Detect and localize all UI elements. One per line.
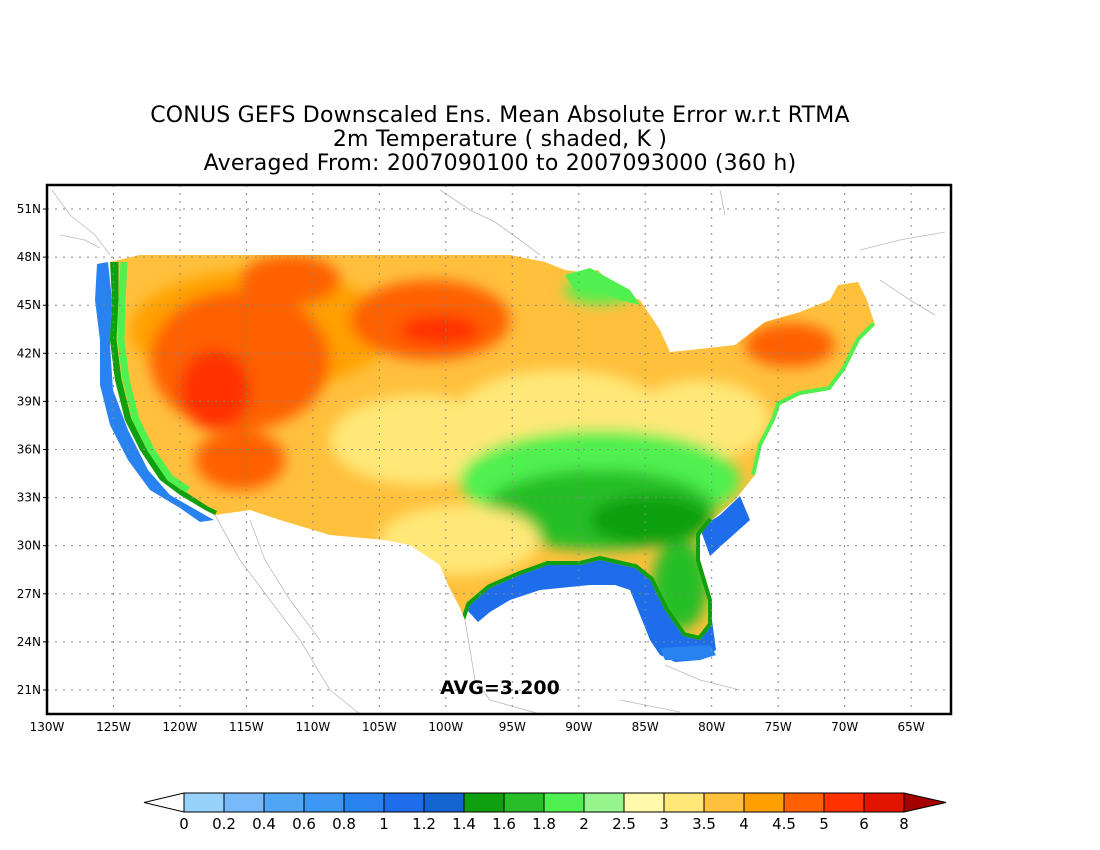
lon-tick-label: 70W <box>831 720 858 734</box>
latitude-labels: 51N 48N 45N 42N 39N 36N 33N 30N 27N 24N 21N <box>17 202 47 697</box>
title-line-3: Averaged From: 2007090100 to 2007093000 … <box>203 151 797 176</box>
colorbar-label: 0.4 <box>252 815 276 833</box>
atlantic-ocean-band <box>700 496 750 556</box>
gulf-coast-green-fringe <box>461 517 716 640</box>
midwest-yellow-zone <box>460 370 660 450</box>
graticule-grid <box>46 185 951 714</box>
lat-tick-label: 30N <box>17 539 41 553</box>
colorbar-swatch <box>583 792 625 813</box>
colorbar-swatch <box>663 792 705 813</box>
colorbar-label: 6 <box>859 815 869 833</box>
lat-tick-label: 45N <box>17 298 41 312</box>
keys-ocean-band <box>660 645 716 660</box>
lat-tick-label: 42N <box>17 346 41 360</box>
arizona-hot-zone <box>195 430 285 490</box>
colorbar-label: 2 <box>579 815 589 833</box>
nevada-hotter-zone <box>180 350 250 430</box>
texas-yellow-zone <box>380 505 540 575</box>
georgia-green-zone <box>590 495 710 545</box>
average-label: AVG=3.200 <box>440 677 560 699</box>
longitude-labels: 130W 125W 120W 115W 110W 105W 100W 95W 90W 85W 80W… <box>30 720 925 734</box>
west-coast-green-fringe <box>110 262 218 520</box>
colorbar-upper-triangle <box>903 792 947 813</box>
lat-tick-label: 21N <box>17 683 41 697</box>
lon-tick-label: 90W <box>565 720 592 734</box>
lat-tick-label: 33N <box>17 491 41 505</box>
lon-tick-label: 110W <box>295 720 330 734</box>
colorbar-swatch <box>823 792 865 813</box>
colorbar-swatch <box>543 792 585 813</box>
colorbar-label: 3 <box>659 815 669 833</box>
colorbar-swatch <box>183 792 225 813</box>
northeast-hot-zone <box>745 323 835 367</box>
colorbar-label: 1.2 <box>412 815 436 833</box>
lon-tick-label: 100W <box>428 720 463 734</box>
colorbar-label: 2.5 <box>612 815 636 833</box>
colorbar-swatch <box>863 792 905 813</box>
colorbar-label: 4.5 <box>772 815 796 833</box>
great-lakes-green <box>565 268 640 305</box>
lon-tick-label: 115W <box>229 720 264 734</box>
colorbar-label: 0.2 <box>212 815 236 833</box>
colorbar-swatch <box>703 792 745 813</box>
colorbar-swatch <box>463 792 505 813</box>
colorbar-swatch <box>383 792 425 813</box>
lat-tick-label: 24N <box>17 635 41 649</box>
lon-tick-label: 105W <box>362 720 397 734</box>
lon-tick-label: 130W <box>30 720 65 734</box>
colorbar-swatch <box>343 792 385 813</box>
coastline-outlines <box>51 189 946 714</box>
northeast-coast-fringe <box>751 322 875 476</box>
colorbar-label: 1.4 <box>452 815 476 833</box>
colorbar-label: 4 <box>739 815 749 833</box>
colorbar-label: 8 <box>899 815 909 833</box>
colorbar-swatch <box>263 792 305 813</box>
lon-tick-label: 75W <box>765 720 792 734</box>
lon-tick-label: 125W <box>96 720 131 734</box>
colorbar-lower-triangle <box>143 792 185 813</box>
lon-tick-label: 120W <box>163 720 198 734</box>
lat-tick-label: 27N <box>17 587 41 601</box>
colorbar-label: 3.5 <box>692 815 716 833</box>
lat-tick-label: 48N <box>17 250 41 264</box>
colorbar-label: 0.6 <box>292 815 316 833</box>
colorbar-swatch <box>303 792 345 813</box>
colorbar-label: 1.6 <box>492 815 516 833</box>
colorbar-label: 1 <box>379 815 389 833</box>
colorbar-swatch <box>623 792 665 813</box>
lat-tick-label: 39N <box>17 394 41 408</box>
colorbar-swatch <box>503 792 545 813</box>
lon-tick-label: 80W <box>698 720 725 734</box>
title-line-2: 2m Temperature ( shaded, K ) <box>332 127 668 152</box>
title-line-1: CONUS GEFS Downscaled Ens. Mean Absolute… <box>150 103 850 128</box>
colorbar-swatch <box>423 792 465 813</box>
montana-hot-zone <box>240 255 340 305</box>
colorbar-label: 0 <box>179 815 189 833</box>
colorbar-label: 5 <box>819 815 829 833</box>
lat-tick-label: 36N <box>17 443 41 457</box>
pacific-ocean-band <box>95 262 214 522</box>
west-coast-light-fringe <box>117 261 190 493</box>
lon-tick-label: 85W <box>632 720 659 734</box>
colorbar-label: 1.8 <box>532 815 556 833</box>
lat-tick-label: 51N <box>17 202 41 216</box>
lon-tick-label: 95W <box>499 720 526 734</box>
colorbar-swatch <box>743 792 785 813</box>
colorbar: 0 0.2 0.4 0.6 0.8 1 1.2 1.4 1.6 1.8 2 2.5 3 3.5 4 4.5 5 6… <box>143 792 947 833</box>
colorbar-swatch <box>223 792 265 813</box>
colorbar-label: 0.8 <box>332 815 356 833</box>
dakotas-hotter-zone <box>400 315 480 345</box>
lon-tick-label: 65W <box>898 720 925 734</box>
colorbar-swatch <box>783 792 825 813</box>
